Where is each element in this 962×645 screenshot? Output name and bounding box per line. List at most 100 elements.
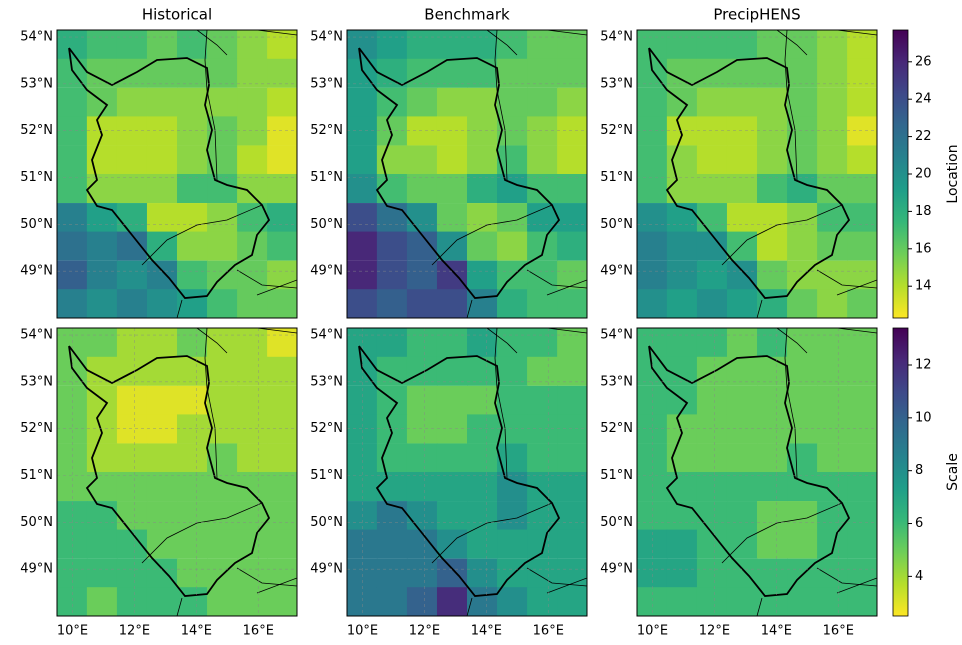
x-tick-label: 14°E [761, 624, 792, 639]
cell [726, 558, 758, 588]
cells [57, 30, 297, 318]
cell [757, 174, 788, 204]
cell [757, 328, 788, 358]
border-line [721, 328, 877, 616]
cell [436, 203, 468, 233]
cell [696, 145, 728, 175]
cell [267, 289, 297, 318]
cell [637, 385, 668, 415]
cell [557, 289, 587, 318]
cell [497, 587, 528, 616]
colorbar-tick-label: 6 [915, 516, 923, 531]
cell [406, 558, 438, 588]
cell [696, 30, 728, 60]
cell [177, 472, 208, 502]
x-tick-label: 10°E [347, 624, 378, 639]
cell [557, 145, 587, 175]
cell [57, 145, 88, 175]
cell [436, 472, 468, 502]
x-tick-label: 12°E [699, 624, 730, 639]
cell [787, 289, 818, 318]
colorbar [892, 327, 909, 617]
y-tick-label: 51°N [20, 170, 53, 185]
cell [696, 501, 728, 531]
cell [637, 328, 668, 358]
panel-frame [56, 327, 298, 617]
cell [467, 87, 498, 117]
cell [237, 289, 268, 318]
cell [757, 145, 788, 175]
cell [497, 87, 528, 117]
cell [637, 529, 668, 559]
panel-title: Benchmark [424, 6, 510, 24]
cell [237, 328, 268, 358]
cell [146, 260, 178, 290]
cell [436, 385, 468, 415]
y-tick-label: 52°N [600, 123, 633, 138]
cell [666, 231, 698, 261]
colorbar-tick-label: 8 [915, 463, 923, 478]
cell [86, 58, 118, 88]
y-tick-label: 49°N [600, 264, 633, 279]
cell [847, 58, 877, 88]
cell [666, 356, 698, 386]
cell [436, 443, 468, 473]
cell [207, 289, 238, 318]
cell [267, 260, 297, 290]
cell [237, 58, 268, 88]
cell [146, 587, 178, 616]
y-tick-label: 54°N [310, 30, 343, 45]
cell [86, 30, 118, 60]
cell [726, 231, 758, 261]
cell [637, 443, 668, 473]
cell [557, 356, 587, 386]
cell [847, 356, 877, 386]
cell [57, 174, 88, 204]
cell [376, 356, 408, 386]
cell [847, 328, 877, 358]
y-tick-label: 54°N [20, 328, 53, 343]
x-tick-label: 16°E [533, 624, 564, 639]
cell [787, 260, 818, 290]
y-tick-label: 50°N [600, 217, 633, 232]
cell [757, 260, 788, 290]
cell [787, 472, 818, 502]
cell [237, 87, 268, 117]
cell [406, 30, 438, 60]
cell [637, 260, 668, 290]
x-tick-label: 10°E [57, 624, 88, 639]
cell [267, 145, 297, 175]
y-tick-label: 52°N [310, 421, 343, 436]
y-tick-label: 50°N [20, 217, 53, 232]
cell [57, 260, 88, 290]
cell [527, 587, 558, 616]
cell [406, 58, 438, 88]
x-tick-label: 14°E [471, 624, 502, 639]
basin-outline [68, 47, 271, 299]
x-tick-label: 16°E [243, 624, 274, 639]
cell [177, 260, 208, 290]
map-panel: 49°N 50°N 51°N 52°N 53°N 54°N Historical [20, 6, 298, 319]
cell [467, 558, 498, 588]
cell [267, 558, 297, 588]
cell [817, 145, 848, 175]
cell [696, 203, 728, 233]
cell [86, 587, 118, 616]
map-panel: 49°N 50°N 51°N 52°N 53°N 54°N 10°E 12°E 14°E 16°E [20, 327, 298, 639]
cell [207, 328, 238, 358]
cell [527, 30, 558, 60]
y-tick-label: 51°N [20, 468, 53, 483]
y-tick-label: 50°N [600, 515, 633, 530]
cell [847, 587, 877, 616]
panel-title: PrecipHENS [713, 6, 800, 24]
cell [817, 443, 848, 473]
cell [696, 289, 728, 318]
y-tick-label: 49°N [20, 264, 53, 279]
cell [497, 260, 528, 290]
cell [557, 231, 587, 261]
cell [497, 174, 528, 204]
cell [527, 58, 558, 88]
y-tick-label: 52°N [600, 421, 633, 436]
cell [347, 443, 378, 473]
